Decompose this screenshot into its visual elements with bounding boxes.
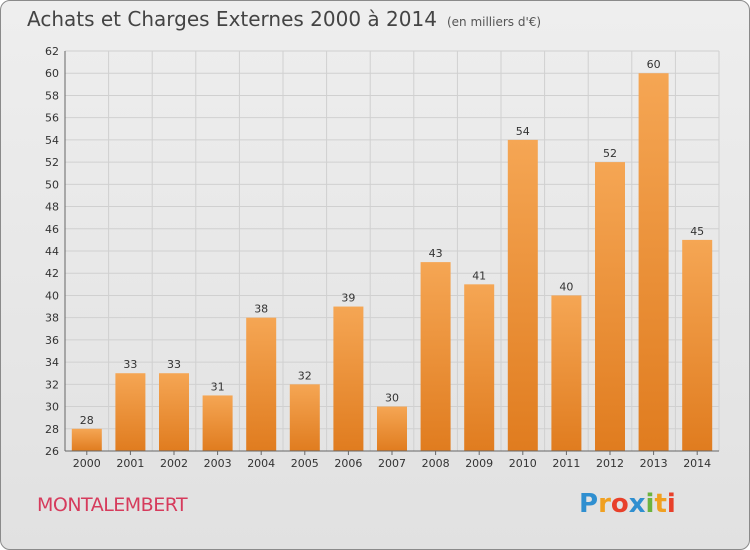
x-tick-label: 2012 xyxy=(596,457,624,470)
y-tick-label: 54 xyxy=(45,134,59,147)
bar-2005 xyxy=(289,384,320,451)
bar-2012 xyxy=(595,162,625,451)
y-tick-label: 36 xyxy=(45,334,59,347)
x-tick-label: 2006 xyxy=(334,457,362,470)
bar-2011 xyxy=(551,295,582,451)
chart-subtitle: (en milliers d'€) xyxy=(446,15,542,29)
data-label: 45 xyxy=(690,225,704,238)
y-tick-label: 42 xyxy=(45,267,59,280)
data-label: 41 xyxy=(472,269,486,282)
data-label: 30 xyxy=(385,392,399,405)
logo-letter: x xyxy=(628,489,646,519)
x-tick-label: 2008 xyxy=(422,457,450,470)
data-label: 31 xyxy=(211,380,225,393)
y-tick-label: 34 xyxy=(45,356,59,369)
x-tick-label: 2007 xyxy=(378,457,406,470)
bar-2003 xyxy=(202,395,233,451)
bar-2007 xyxy=(377,406,407,451)
data-label: 28 xyxy=(80,414,94,427)
data-label: 43 xyxy=(429,247,443,260)
bar-2001 xyxy=(115,373,146,451)
y-tick-label: 48 xyxy=(45,201,59,214)
data-label: 60 xyxy=(647,58,661,71)
y-tick-label: 52 xyxy=(45,156,59,169)
y-tick-label: 56 xyxy=(45,112,59,125)
x-tick-label: 2001 xyxy=(116,457,144,470)
y-tick-label: 30 xyxy=(45,401,59,414)
bar-2006 xyxy=(333,306,364,451)
logo-letter: P xyxy=(579,489,599,519)
y-tick-label: 46 xyxy=(45,223,59,236)
logo-letter: i xyxy=(666,489,676,519)
data-label: 33 xyxy=(123,358,137,371)
data-label: 32 xyxy=(298,369,312,382)
bars: 28 33 33 31 38 32 39 30 43 41 54 40 52 60 45 xyxy=(71,58,713,451)
data-label: 39 xyxy=(341,292,355,305)
y-tick-label: 50 xyxy=(45,178,59,191)
logo-letter: i xyxy=(645,489,655,519)
y-tick-label: 44 xyxy=(45,245,59,258)
data-label: 38 xyxy=(254,303,268,316)
x-tick-label: 2011 xyxy=(552,457,580,470)
bar-2008 xyxy=(420,262,451,451)
y-tick-label: 60 xyxy=(45,67,59,80)
x-tick-label: 2013 xyxy=(640,457,668,470)
x-tick-label: 2000 xyxy=(73,457,101,470)
y-tick-label: 32 xyxy=(45,378,59,391)
y-tick-label: 26 xyxy=(45,445,59,458)
bar-2002 xyxy=(159,373,189,451)
proxiti-logo: Proxiti xyxy=(579,489,676,519)
y-tick-label: 58 xyxy=(45,89,59,102)
x-tick-label: 2004 xyxy=(247,457,275,470)
axes: 26 28 30 32 34 36 38 40 42 44 46 48 50 52 54 56 58 60 62 20… xyxy=(45,45,719,470)
logo-letter: o xyxy=(610,489,629,519)
y-tick-label: 28 xyxy=(45,423,59,436)
data-label: 33 xyxy=(167,358,181,371)
x-tick-label: 2005 xyxy=(291,457,319,470)
x-tick-label: 2014 xyxy=(683,457,711,470)
x-tick-label: 2003 xyxy=(204,457,232,470)
bar-2013 xyxy=(638,73,669,451)
logo-letter: r xyxy=(598,489,611,519)
data-label: 52 xyxy=(603,147,617,160)
bar-2009 xyxy=(464,284,495,451)
y-tick-label: 38 xyxy=(45,312,59,325)
data-label: 54 xyxy=(516,125,530,138)
data-label: 40 xyxy=(559,280,573,293)
chart-title: Achats et Charges Externes 2000 à 2014 (e… xyxy=(27,7,541,31)
y-tick-label: 62 xyxy=(45,45,59,58)
bar-2010 xyxy=(507,139,538,451)
x-tick-label: 2009 xyxy=(465,457,493,470)
bar-2000 xyxy=(71,428,102,451)
y-tick-label: 40 xyxy=(45,289,59,302)
bar-2014 xyxy=(682,239,713,451)
x-tick-label: 2010 xyxy=(509,457,537,470)
bar-2004 xyxy=(246,317,277,451)
x-tick-label: 2002 xyxy=(160,457,188,470)
logo-letter: t xyxy=(654,489,667,519)
commune-name: MONTALEMBERT xyxy=(37,494,188,516)
chart-title-text: Achats et Charges Externes 2000 à 2014 xyxy=(27,7,437,31)
